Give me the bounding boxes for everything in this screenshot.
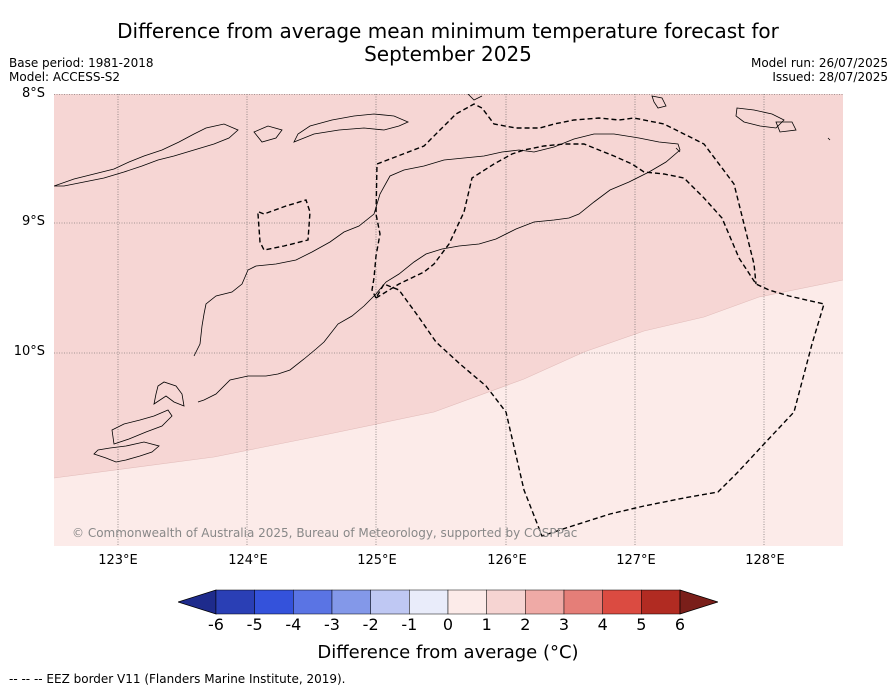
contour-line bbox=[54, 279, 843, 479]
coast-leti bbox=[735, 107, 785, 129]
coast-rote bbox=[111, 409, 173, 445]
colorbar-tick-label: -2 bbox=[362, 615, 379, 634]
lon-label-125e: 125°E bbox=[357, 553, 397, 568]
colorbar-cell bbox=[331, 589, 371, 615]
colorbar-label: Difference from average (°C) bbox=[317, 642, 579, 663]
meta-right: Model run: 26/07/2025 Issued: 28/07/2025 bbox=[751, 56, 888, 84]
coastlines bbox=[54, 94, 831, 463]
colorbar-cell bbox=[563, 589, 603, 615]
map-canvas bbox=[54, 94, 843, 546]
coast-flores-east bbox=[54, 123, 239, 187]
copyright-credit: © Commonwealth of Australia 2025, Bureau… bbox=[72, 526, 578, 540]
coast-alor bbox=[293, 113, 409, 143]
colorbar-extend-high bbox=[679, 589, 718, 615]
colorbar-cell bbox=[254, 589, 294, 615]
title-line-1: Difference from average mean minimum tem… bbox=[117, 19, 779, 43]
eez-border bbox=[257, 103, 825, 537]
colorbar-tick-label: 5 bbox=[636, 615, 647, 634]
lon-label-128e: 128°E bbox=[745, 553, 785, 568]
coast-kisar bbox=[651, 95, 667, 109]
coast-pantar bbox=[253, 125, 283, 143]
colorbar-tick-label: -1 bbox=[401, 615, 418, 634]
colorbar-tick-label: -3 bbox=[324, 615, 340, 634]
map-title: Difference from average mean minimum tem… bbox=[0, 20, 896, 66]
base-period: Base period: 1981-2018 bbox=[9, 56, 154, 70]
lat-label-8s: 8°S bbox=[21, 86, 45, 101]
coast-moa bbox=[775, 121, 797, 133]
colorbar-tick-label: 4 bbox=[597, 615, 608, 634]
colorbar-cell bbox=[641, 589, 681, 615]
lon-label-127e: 127°E bbox=[616, 553, 656, 568]
coast-wetar bbox=[467, 94, 483, 101]
colorbar-cell bbox=[525, 589, 565, 615]
lat-label-10s: 10°S bbox=[13, 344, 45, 359]
coast-timor-south bbox=[197, 293, 377, 403]
colorbar-tick-label: 6 bbox=[674, 615, 686, 634]
colorbar-tick-label: -4 bbox=[285, 615, 302, 634]
graticule bbox=[54, 94, 843, 546]
map-area bbox=[54, 94, 843, 546]
model-name: Model: ACCESS-S2 bbox=[9, 70, 121, 84]
colorbar-tick-label: 3 bbox=[558, 615, 570, 634]
meta-left: Base period: 1981-2018 Model: ACCESS-S2 bbox=[9, 56, 154, 84]
colorbar-tick-label: -6 bbox=[208, 615, 224, 634]
lon-label-124e: 124°E bbox=[228, 553, 268, 568]
colorbar-cell bbox=[215, 589, 255, 615]
colorbar-cell bbox=[370, 589, 410, 615]
lon-label-123e: 123°E bbox=[98, 553, 138, 568]
colorbar-tick-label: -5 bbox=[246, 615, 263, 634]
colorbar-tick-label: 2 bbox=[520, 615, 531, 634]
title-line-2: September 2025 bbox=[364, 42, 532, 66]
coast-semau bbox=[153, 381, 185, 407]
colorbar bbox=[178, 589, 718, 615]
coast-lakor bbox=[827, 137, 831, 141]
colorbar-cell bbox=[602, 589, 642, 615]
colorbar-cell bbox=[409, 589, 449, 615]
colorbar-tick-label: 1 bbox=[481, 615, 492, 634]
colorbar-tick-label: 0 bbox=[442, 615, 454, 634]
colorbar-cell bbox=[447, 589, 487, 615]
coast-roti-south bbox=[93, 441, 160, 463]
issued-date: Issued: 28/07/2025 bbox=[772, 70, 888, 84]
colorbar-extend-low bbox=[178, 589, 217, 615]
eez-footnote: -- -- -- EEZ border V11 (Flanders Marine… bbox=[9, 672, 346, 686]
colorbar-cell bbox=[486, 589, 526, 615]
coast-jaco bbox=[675, 147, 681, 153]
colorbar-cells bbox=[215, 589, 681, 615]
lon-label-126e: 126°E bbox=[487, 553, 527, 568]
colorbar-cell bbox=[293, 589, 333, 615]
lat-label-9s: 9°S bbox=[21, 214, 45, 229]
model-run: Model run: 26/07/2025 bbox=[750, 56, 888, 70]
coast-timor-north bbox=[193, 133, 681, 357]
anomaly-band-0-1 bbox=[54, 280, 843, 546]
